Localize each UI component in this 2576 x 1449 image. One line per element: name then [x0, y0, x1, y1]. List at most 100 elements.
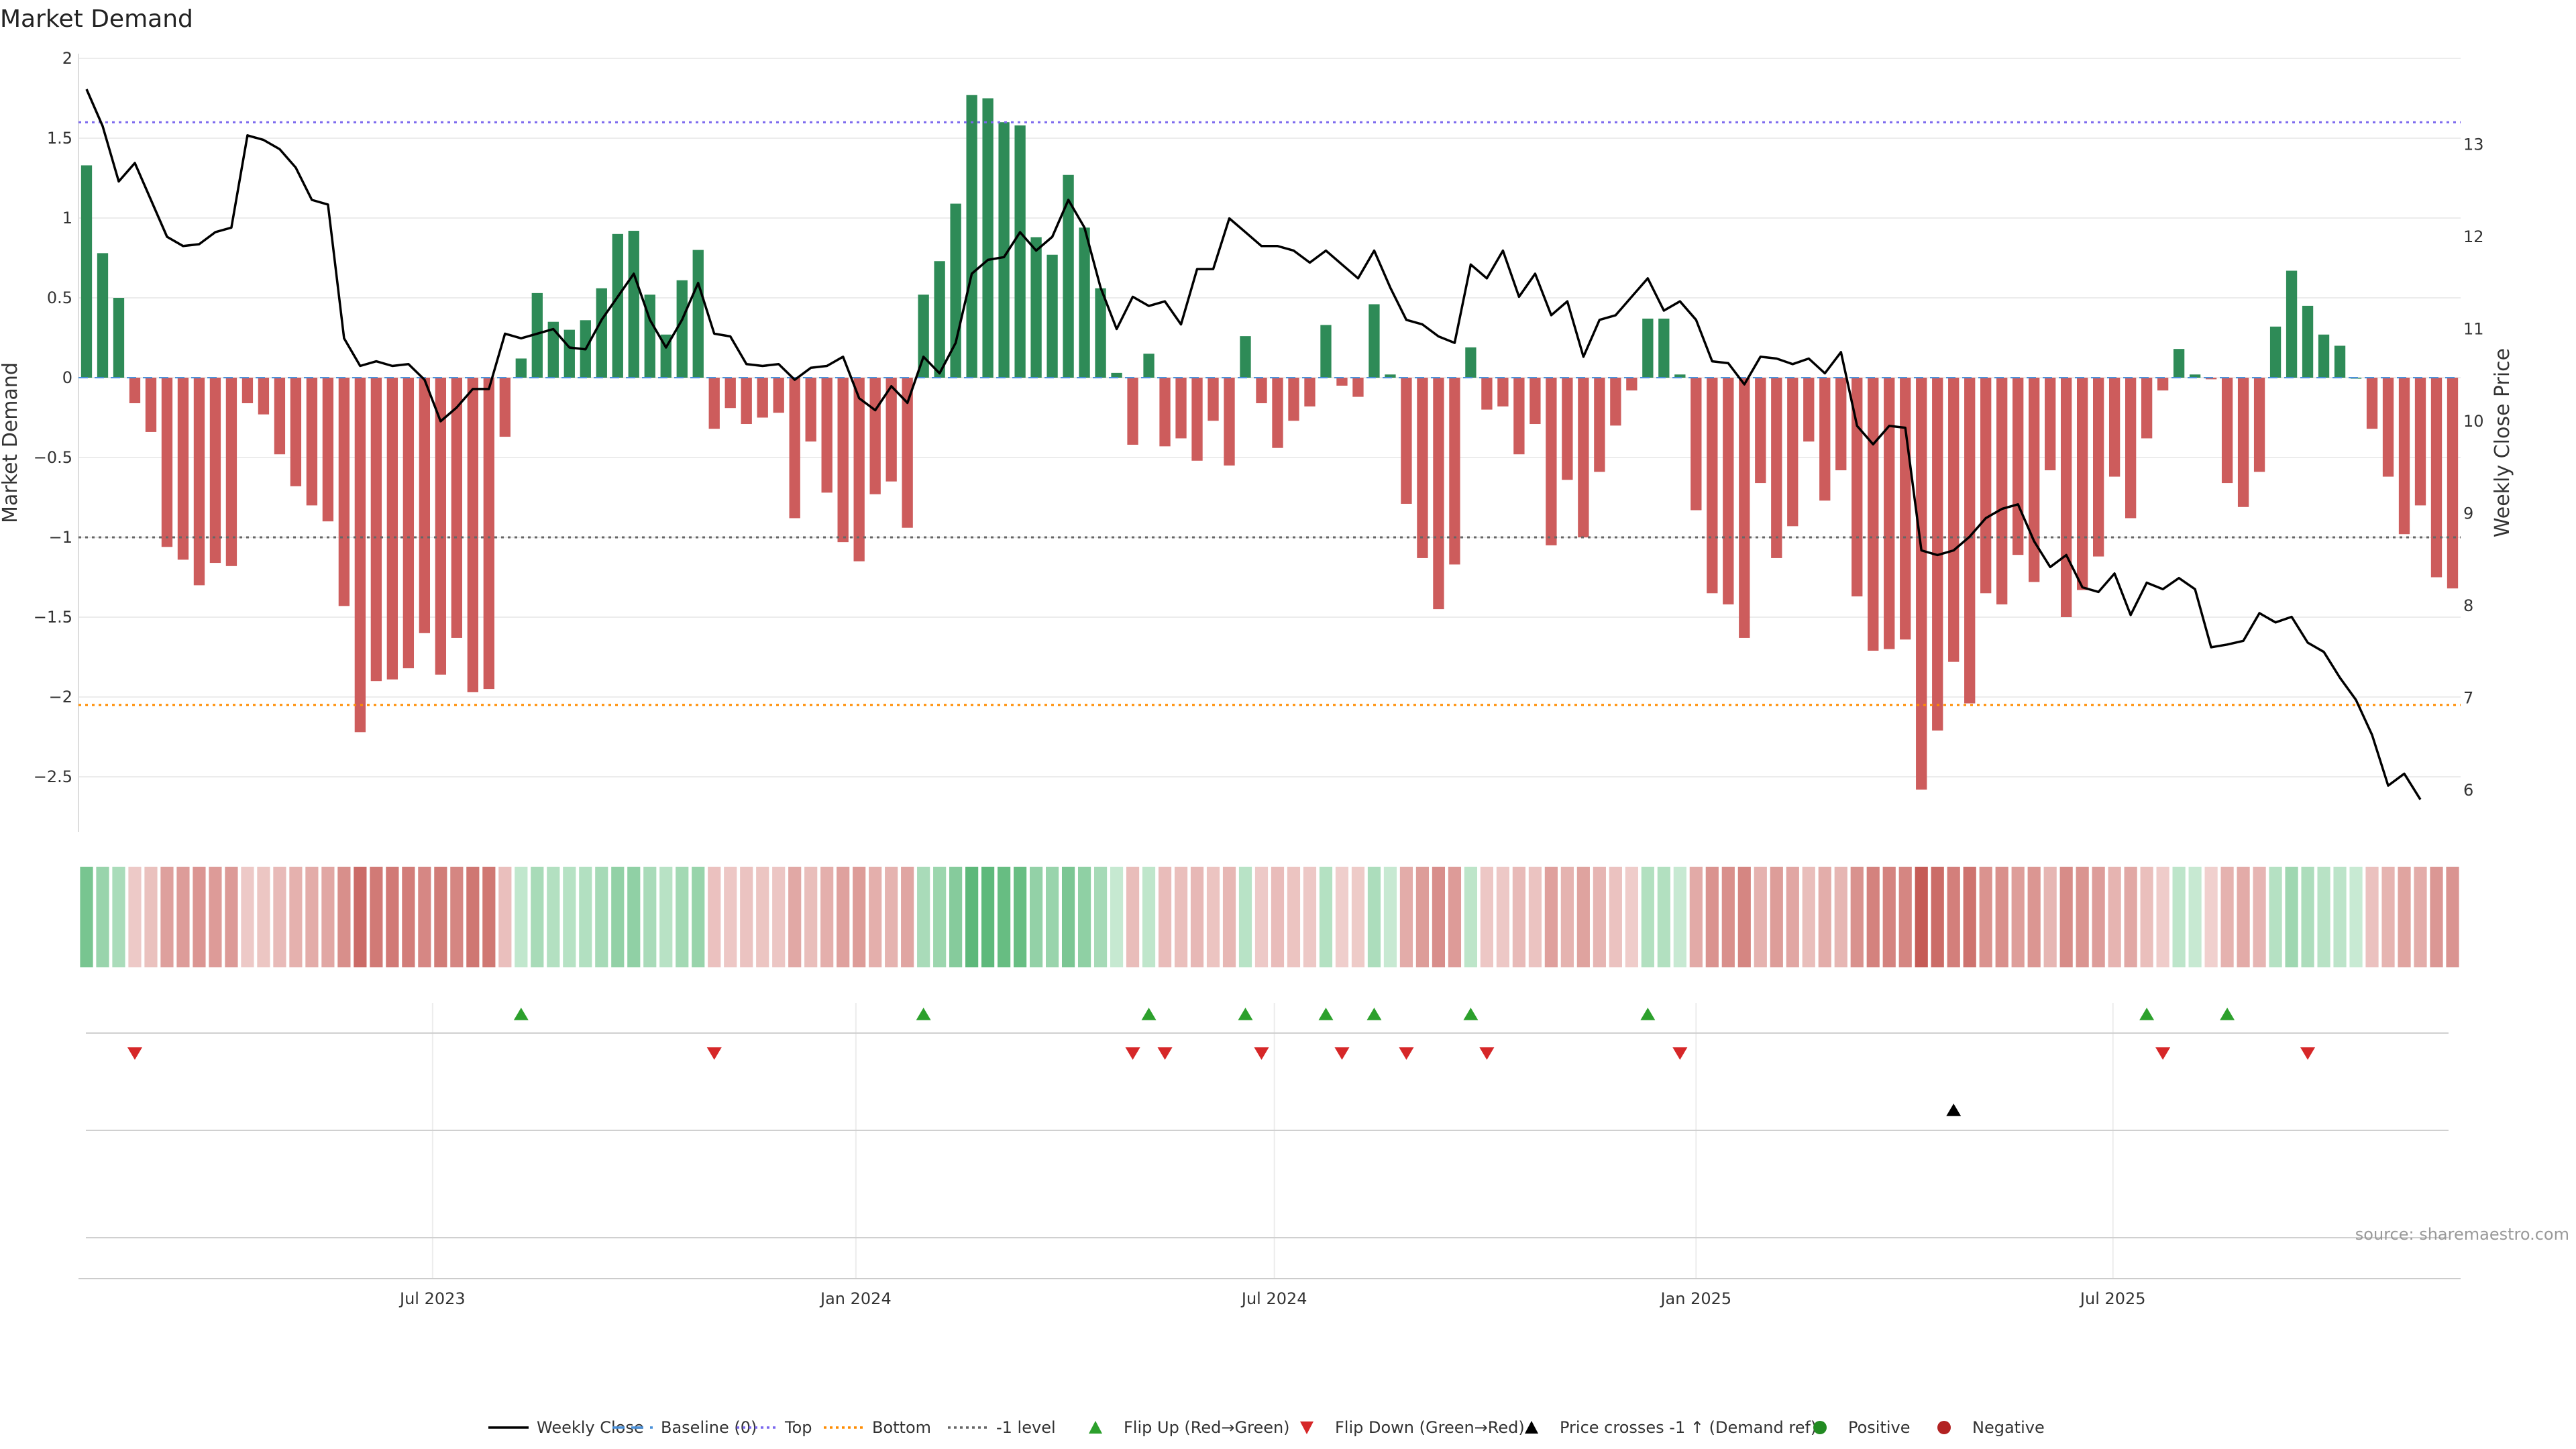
demand-bar	[451, 378, 462, 638]
x-tick-label: Jul 2024	[1240, 1289, 1307, 1308]
heat-cell	[418, 867, 431, 967]
heat-cell	[2059, 867, 2073, 967]
demand-bar	[1723, 378, 1734, 604]
x-tick-label: Jul 2023	[398, 1289, 466, 1308]
heat-cell	[901, 867, 914, 967]
demand-bar	[2092, 378, 2104, 557]
heat-cell	[595, 867, 608, 967]
demand-bar	[402, 378, 415, 669]
heat-cell	[1126, 867, 1140, 967]
heat-cell	[241, 867, 254, 967]
demand-bar	[1674, 374, 1686, 378]
demand-bar	[1224, 378, 1235, 466]
heat-cell	[1093, 867, 1108, 967]
heat-cell	[2446, 867, 2459, 967]
heat-cell	[579, 867, 592, 967]
legend-swatch-dot	[1937, 1421, 1951, 1434]
flip-up-marker	[916, 1008, 931, 1020]
y2-axis-ticks: 13 12 11 10 9 8 7 6	[2463, 136, 2484, 800]
demand-bar	[1497, 378, 1509, 407]
heat-cell	[305, 867, 319, 967]
heat-cell	[337, 867, 351, 967]
heat-cell	[2237, 867, 2250, 967]
price-line-group	[85, 89, 2422, 800]
heat-cell	[1415, 867, 1430, 967]
heat-cell	[547, 867, 560, 967]
heat-cell	[1287, 867, 1301, 967]
heat-cell	[2349, 867, 2363, 967]
heat-cell	[515, 867, 528, 967]
demand-bar	[386, 378, 398, 680]
y2-tick-label: 6	[2463, 781, 2473, 800]
demand-bar	[2398, 378, 2410, 535]
heat-cell	[2430, 867, 2443, 967]
heat-cell	[1786, 867, 1799, 967]
heat-cell	[193, 867, 206, 967]
heat-cell	[1512, 867, 1525, 967]
heat-cell	[96, 867, 109, 967]
flip-up-marker	[1238, 1008, 1253, 1020]
demand-bar	[225, 378, 237, 566]
heat-cell	[1850, 867, 1864, 967]
legend-label: Baseline (0)	[661, 1418, 757, 1437]
demand-bar	[1304, 378, 1316, 407]
demand-bar	[1046, 254, 1058, 378]
heat-cell	[692, 867, 705, 967]
heat-cell	[1190, 867, 1204, 967]
y-tick-label: 2	[62, 49, 72, 68]
demand-bar	[1240, 336, 1251, 378]
demand-bar	[1787, 378, 1799, 527]
heat-cell	[1770, 867, 1783, 967]
heat-cell	[144, 867, 158, 967]
legend: Weekly Close Baseline (0) Top Bottom -1 leve…	[488, 1418, 2045, 1437]
demand-bar	[708, 378, 720, 429]
heat-cell	[1560, 867, 1574, 967]
heat-cell	[611, 867, 625, 967]
demand-bar	[1513, 378, 1525, 455]
heat-cell	[2011, 867, 2025, 967]
heat-cell	[2140, 867, 2153, 967]
demand-bar	[724, 378, 736, 409]
heat-cell	[820, 867, 834, 967]
heat-cell	[998, 867, 1011, 967]
demand-bar	[499, 378, 511, 437]
heat-cell	[1480, 867, 1494, 967]
demand-bar	[1030, 237, 1042, 378]
demand-bar	[885, 378, 897, 482]
heat-cell	[1351, 867, 1365, 967]
demand-bar	[1320, 325, 1332, 378]
heat-cell	[2301, 867, 2314, 967]
legend-swatch-up	[1089, 1421, 1102, 1434]
heat-cell	[1110, 867, 1124, 967]
demand-bar	[483, 378, 494, 690]
legend-label: Bottom	[872, 1418, 931, 1437]
demand-bar	[1964, 378, 1976, 704]
demand-bar	[1175, 378, 1187, 439]
demand-bar	[1111, 372, 1122, 378]
demand-bar	[1690, 378, 1702, 511]
demand-bar	[998, 122, 1010, 378]
heat-cell	[1544, 867, 1558, 967]
weekly-close-line	[85, 89, 2422, 800]
heat-cell	[402, 867, 415, 967]
heat-cell	[2108, 867, 2121, 967]
demand-bar	[1594, 378, 1605, 472]
heat-cell	[1335, 867, 1349, 967]
heat-cell	[321, 867, 335, 967]
demand-bar	[853, 378, 865, 561]
demand-bar	[1433, 378, 1444, 610]
flip-up-marker	[1640, 1008, 1656, 1020]
heat-cell	[885, 867, 898, 967]
flip-down-marker	[2300, 1047, 2316, 1060]
demand-bar	[2205, 378, 2217, 380]
y-tick-label: −2	[49, 688, 72, 706]
demand-bar	[789, 378, 800, 519]
demand-bar	[757, 378, 768, 418]
demand-bar	[2029, 378, 2040, 582]
legend-label: Top	[784, 1418, 812, 1437]
heat-cell	[981, 867, 995, 967]
heat-cell	[1030, 867, 1043, 967]
legend-label: Negative	[1972, 1418, 2045, 1437]
y-tick-label: 1.5	[47, 129, 72, 148]
demand-bar	[2334, 345, 2346, 378]
